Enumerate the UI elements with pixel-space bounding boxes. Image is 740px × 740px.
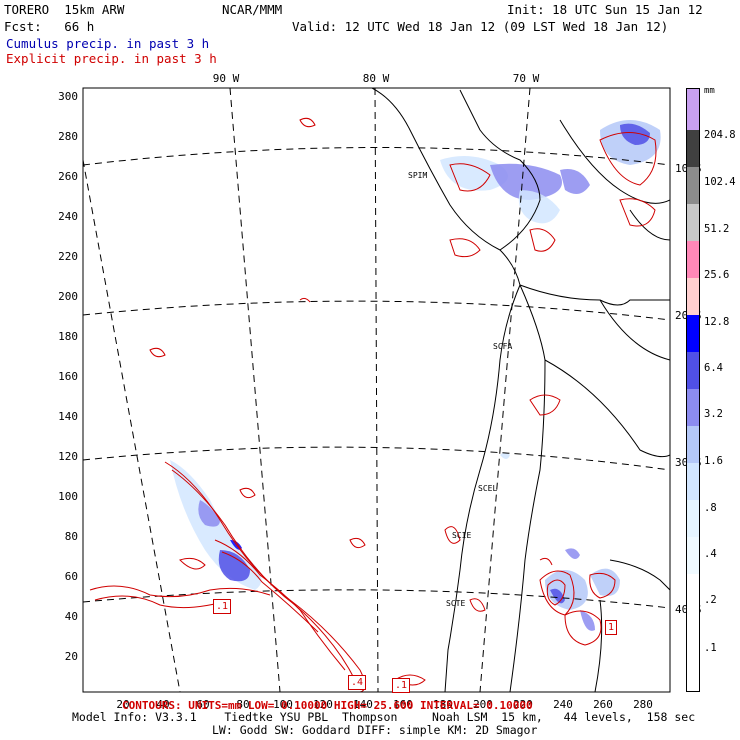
contour-label: .1 [213, 599, 232, 614]
x-tick: 100 [273, 698, 293, 711]
y-tick: 180 [58, 330, 78, 343]
lon-label-70w: 70 W [512, 72, 540, 85]
coastline [371, 88, 670, 692]
y-tick: 220 [58, 250, 78, 263]
latlon-grid [83, 88, 670, 692]
x-tick: 160 [393, 698, 413, 711]
model-info: Model Info: V3.3.1 Tiedtke YSU PBL Thomp… [72, 710, 696, 724]
x-tick: 60 [196, 698, 210, 711]
colorbar-swatch [686, 463, 700, 500]
y-tick: 280 [58, 130, 78, 143]
contour-label: 1 [605, 620, 618, 635]
x-tick: 240 [553, 698, 573, 711]
cumulus-legend: Cumulus precip. in past 3 h [6, 36, 210, 51]
cumulus-precip-shading [170, 120, 661, 631]
colorbar-swatch [686, 352, 700, 389]
contour-label: .1 [392, 678, 411, 693]
y-tick: 100 [58, 490, 78, 503]
y-tick: 20 [64, 650, 78, 663]
colorbar-label: .2 [704, 594, 717, 606]
y-tick: 300 [58, 90, 78, 103]
lon-label-90w: 90 W [212, 72, 240, 85]
x-tick: 260 [593, 698, 613, 711]
station-label: SPIM [408, 171, 428, 180]
colorbar-swatch [686, 278, 700, 315]
y-tick: 160 [58, 370, 78, 383]
y-tick: 80 [64, 530, 78, 543]
colorbar-swatch [686, 167, 700, 204]
explicit-legend: Explicit precip. in past 3 h [6, 51, 217, 66]
colorbar-label: 204.8 [704, 129, 736, 141]
x-tick: 280 [633, 698, 653, 711]
x-tick: 20 [116, 698, 130, 711]
colorbar-swatch [686, 204, 700, 241]
colorbar-swatch [686, 315, 700, 352]
colorbar-swatch [686, 130, 700, 167]
model-title: TORERO 15km ARW [4, 2, 125, 17]
colorbar-swatch [686, 500, 700, 537]
colorbar-label: 1.6 [704, 455, 723, 467]
colorbar-label: .1 [704, 642, 717, 654]
colorbar-swatch [686, 389, 700, 426]
colorbar-label: 3.2 [704, 408, 723, 420]
x-tick: 180 [433, 698, 453, 711]
contour-label: .4 [348, 675, 367, 690]
y-tick: 200 [58, 290, 78, 303]
colorbar-label: 102.4 [704, 176, 736, 188]
x-tick: 80 [236, 698, 250, 711]
colorbar-swatch [686, 241, 700, 278]
lon-label-80w: 80 W [362, 72, 390, 85]
station-label: SCEL [478, 484, 498, 493]
colorbar-label: 12.8 [704, 316, 730, 328]
explicit-precip-contours [89, 117, 657, 692]
x-tick: 40 [156, 698, 170, 711]
map-frame [82, 87, 671, 693]
physics-info: LW: Godd SW: Goddard DIFF: simple KM: 2D… [212, 723, 538, 737]
y-tick: 240 [58, 210, 78, 223]
colorbar-label: 25.6 [704, 269, 730, 281]
station-label: SCFA [493, 342, 513, 351]
init-time: Init: 18 UTC Sun 15 Jan 12 [507, 2, 703, 17]
y-tick: 60 [64, 570, 78, 583]
station-label: SCTE [446, 599, 466, 608]
x-tick: 120 [313, 698, 333, 711]
y-tick: 40 [64, 610, 78, 623]
colorbar-label: 6.4 [704, 362, 723, 374]
x-tick: 220 [513, 698, 533, 711]
colorbar-swatch [686, 88, 700, 131]
colorbar-unit: mm [704, 86, 715, 96]
forecast-hour: Fcst: 66 h [4, 19, 95, 34]
colorbar-label: 51.2 [704, 223, 730, 235]
colorbar-label: .4 [704, 548, 717, 560]
valid-time: Valid: 12 UTC Wed 18 Jan 12 (09 LST Wed … [292, 19, 669, 34]
y-tick: 140 [58, 410, 78, 423]
colorbar-swatch [686, 426, 700, 463]
x-tick: 140 [353, 698, 373, 711]
colorbar-swatch [686, 574, 700, 692]
colorbar-swatch [686, 537, 700, 574]
colorbar-label: .8 [704, 502, 717, 514]
org-label: NCAR/MMM [222, 2, 283, 17]
y-tick: 260 [58, 170, 78, 183]
y-tick: 120 [58, 450, 78, 463]
x-tick: 200 [473, 698, 493, 711]
station-label: SCIE [452, 531, 472, 540]
contours-info: CONTOURS: UNITS=mm LOW= 0.10000 HIGH= 25… [122, 699, 533, 712]
